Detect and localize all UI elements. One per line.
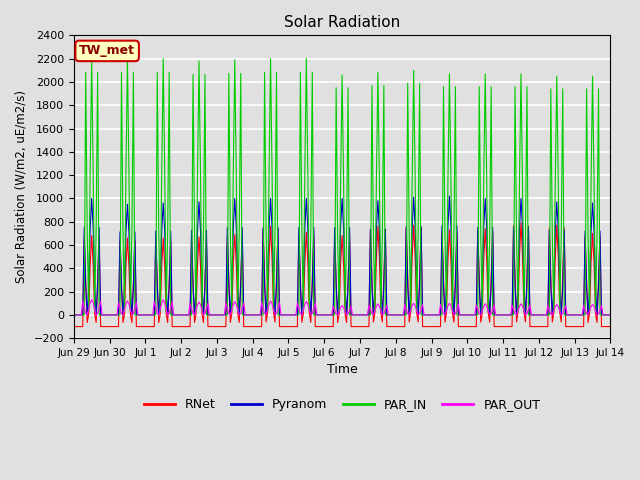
Title: Solar Radiation: Solar Radiation xyxy=(284,15,400,30)
Y-axis label: Solar Radiation (W/m2, uE/m2/s): Solar Radiation (W/m2, uE/m2/s) xyxy=(15,90,28,283)
X-axis label: Time: Time xyxy=(327,363,358,376)
Legend: RNet, Pyranom, PAR_IN, PAR_OUT: RNet, Pyranom, PAR_IN, PAR_OUT xyxy=(139,393,545,416)
Text: TW_met: TW_met xyxy=(79,45,135,58)
